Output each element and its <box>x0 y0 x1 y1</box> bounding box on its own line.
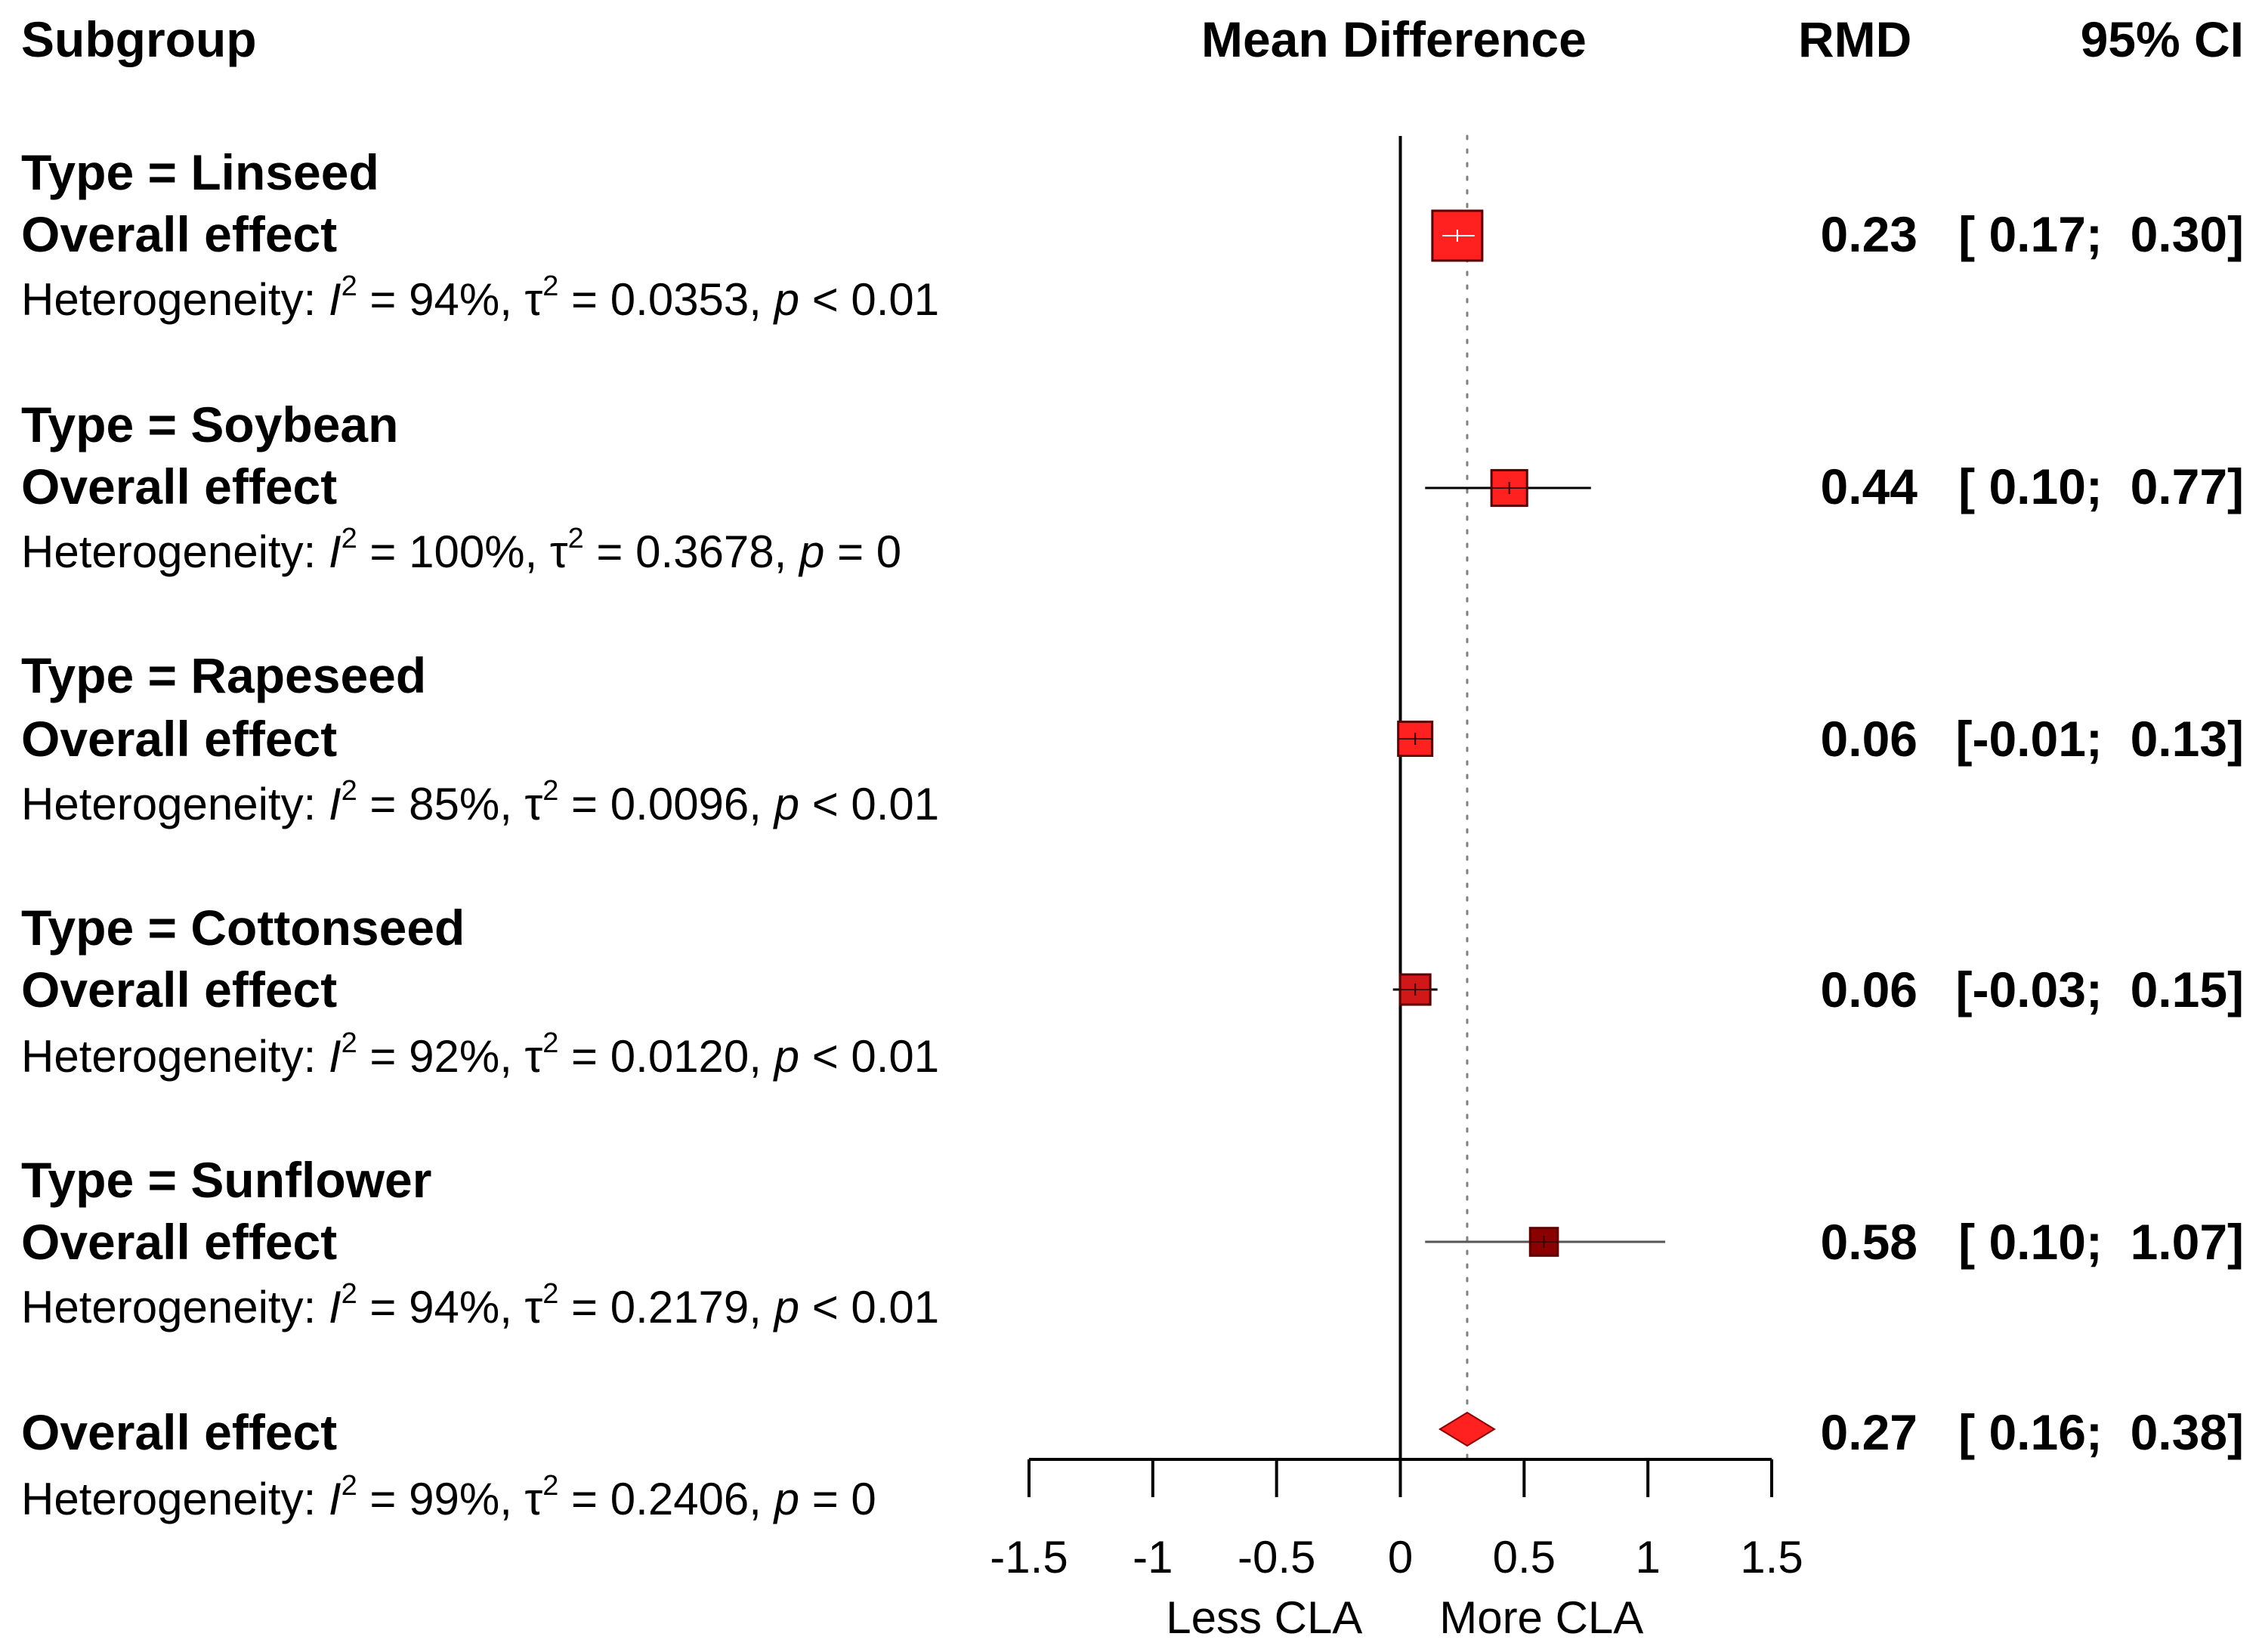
x-axis-tick-label: -1.5 <box>990 1532 1068 1583</box>
rmd-value: 0.44 <box>1820 459 1918 514</box>
ci-value: [-0.03; 0.15] <box>1955 962 2245 1017</box>
heterogeneity-text: Heterogeneity: I2 = 92%, τ2 = 0.0120, p … <box>21 1027 940 1082</box>
subgroup-title: Type = Cottonseed <box>21 900 465 956</box>
x-axis-tick-label: -0.5 <box>1238 1532 1315 1583</box>
x-axis-tick-label: 1.5 <box>1740 1532 1803 1583</box>
overall-diamond-marker <box>1439 1411 1496 1447</box>
overall-effect-label: Overall effect <box>21 962 338 1017</box>
overall-effect-label: Overall effect <box>21 1404 338 1460</box>
header-mean-difference: Mean Difference <box>1201 11 1587 67</box>
subgroup-title: Type = Soybean <box>21 397 399 452</box>
overall-effect-label: Overall effect <box>21 1214 338 1270</box>
header-ci: 95% CI <box>2080 11 2244 67</box>
ci-value: [ 0.10; 0.77] <box>1958 459 2244 514</box>
x-axis-label-less-cla: Less CLA <box>1166 1592 1362 1643</box>
rmd-value: 0.06 <box>1820 711 1918 767</box>
heterogeneity-text: Heterogeneity: I2 = 94%, τ2 = 0.0353, p … <box>21 270 940 325</box>
overall-effect-label: Overall effect <box>21 459 338 514</box>
x-axis-label-more-cla: More CLA <box>1439 1592 1643 1643</box>
x-axis-tick-label: 0 <box>1388 1532 1413 1583</box>
x-axis-tick-label: 0.5 <box>1493 1532 1556 1583</box>
overall-effect-label: Overall effect <box>21 711 338 767</box>
rmd-value: 0.27 <box>1820 1404 1918 1460</box>
rmd-value: 0.06 <box>1820 962 1918 1017</box>
rmd-value: 0.23 <box>1820 206 1918 262</box>
heterogeneity-text: Heterogeneity: I2 = 100%, τ2 = 0.3678, p… <box>21 523 902 577</box>
heterogeneity-text: Heterogeneity: I2 = 99%, τ2 = 0.2406, p … <box>21 1470 876 1524</box>
header-subgroup: Subgroup <box>21 11 257 67</box>
heterogeneity-text: Heterogeneity: I2 = 85%, τ2 = 0.0096, p … <box>21 775 940 829</box>
x-axis-tick-label: -1 <box>1133 1532 1173 1583</box>
subgroup-title: Type = Rapeseed <box>21 647 427 703</box>
x-axis-tick-label: 1 <box>1635 1532 1660 1583</box>
ci-value: [ 0.16; 0.38] <box>1958 1404 2244 1460</box>
ci-value: [-0.01; 0.13] <box>1955 711 2245 767</box>
ci-value: [ 0.17; 0.30] <box>1958 206 2244 262</box>
rmd-value: 0.58 <box>1820 1214 1918 1270</box>
subgroup-title: Type = Linseed <box>21 144 379 200</box>
heterogeneity-text: Heterogeneity: I2 = 94%, τ2 = 0.2179, p … <box>21 1278 940 1332</box>
subgroup-title: Type = Sunflower <box>21 1152 432 1208</box>
ci-value: [ 0.10; 1.07] <box>1958 1214 2244 1270</box>
header-rmd: RMD <box>1798 11 1912 67</box>
overall-effect-label: Overall effect <box>21 206 338 262</box>
